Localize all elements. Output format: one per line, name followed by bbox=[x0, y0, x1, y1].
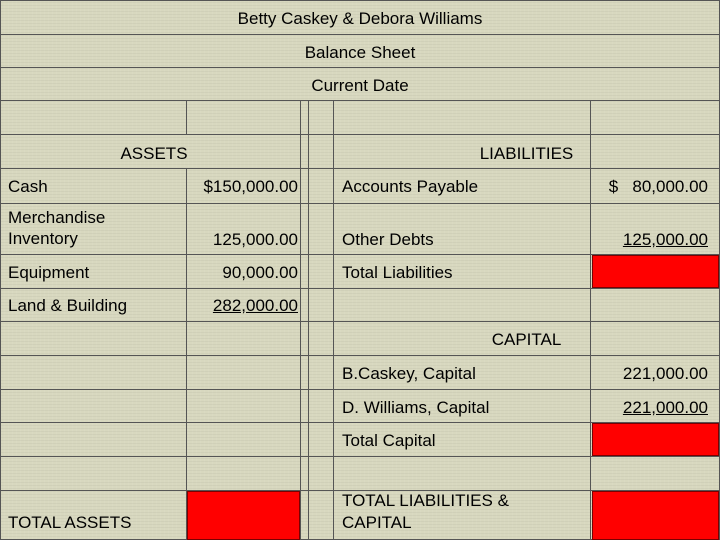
grid-line bbox=[186, 100, 187, 134]
assets-heading: ASSETS bbox=[120, 144, 188, 163]
asset-label-land-building: Land & Building bbox=[8, 296, 128, 315]
liability-label-accounts-payable: Accounts Payable bbox=[342, 177, 479, 196]
grid-line bbox=[0, 389, 720, 390]
asset-label-inventory: Merchandise Inventory bbox=[8, 208, 106, 248]
sheet-title: Balance Sheet bbox=[304, 43, 416, 62]
sheet-date: Current Date bbox=[311, 76, 409, 95]
grid-line bbox=[308, 100, 309, 540]
grid-line bbox=[333, 100, 334, 540]
capital-heading: CAPITAL bbox=[491, 330, 562, 349]
asset-value-land-building: 282,000.00 bbox=[212, 296, 298, 315]
grid-line bbox=[0, 490, 720, 491]
liability-label-other-debts: Other Debts bbox=[342, 230, 434, 249]
capital-value-caskey: 221,000.00 bbox=[622, 364, 708, 383]
grid-line bbox=[300, 100, 301, 540]
liability-label-total: Total Liabilities bbox=[342, 263, 453, 282]
grid-line bbox=[590, 100, 591, 540]
total-assets-answer-box[interactable] bbox=[187, 491, 300, 540]
grid-line bbox=[186, 168, 187, 540]
total-liabilities-capital-label: TOTAL LIABILITIES & CAPITAL bbox=[342, 491, 509, 532]
grid-line bbox=[0, 0, 720, 1]
capital-value-williams: 221,000.00 bbox=[622, 398, 708, 417]
grid-line bbox=[0, 422, 720, 423]
grid-line bbox=[0, 168, 720, 169]
capital-label-williams: D. Williams, Capital bbox=[342, 398, 490, 417]
grid-line bbox=[0, 0, 1, 540]
liability-value-other-debts: 125,000.00 bbox=[622, 230, 708, 249]
capital-label-caskey: B.Caskey, Capital bbox=[342, 364, 476, 383]
grid-line bbox=[0, 288, 720, 289]
asset-label-equipment: Equipment bbox=[8, 263, 90, 282]
grid-line bbox=[0, 355, 720, 356]
asset-label-cash: Cash bbox=[8, 177, 48, 196]
grid-line bbox=[0, 321, 720, 322]
total-assets-label: TOTAL ASSETS bbox=[8, 513, 132, 532]
grid-line bbox=[0, 134, 720, 135]
liabilities-heading: LIABILITIES bbox=[479, 144, 574, 163]
total-liabilities-capital-answer-box[interactable] bbox=[592, 491, 719, 540]
grid-line bbox=[0, 100, 720, 101]
grid-line bbox=[0, 254, 720, 255]
grid-line bbox=[0, 203, 720, 204]
asset-value-equipment: 90,000.00 bbox=[222, 263, 298, 282]
company-name: Betty Caskey & Debora Williams bbox=[237, 9, 483, 28]
total-capital-answer-box[interactable] bbox=[592, 423, 719, 456]
grid-line bbox=[0, 456, 720, 457]
grid-line bbox=[0, 34, 720, 35]
asset-value-inventory: 125,000.00 bbox=[212, 230, 298, 249]
asset-value-cash: $150,000.00 bbox=[203, 177, 298, 196]
total-liabilities-answer-box[interactable] bbox=[592, 255, 719, 288]
liability-value-accounts-payable: $ 80,000.00 bbox=[608, 177, 708, 196]
grid-line bbox=[0, 67, 720, 68]
capital-label-total: Total Capital bbox=[342, 431, 436, 450]
